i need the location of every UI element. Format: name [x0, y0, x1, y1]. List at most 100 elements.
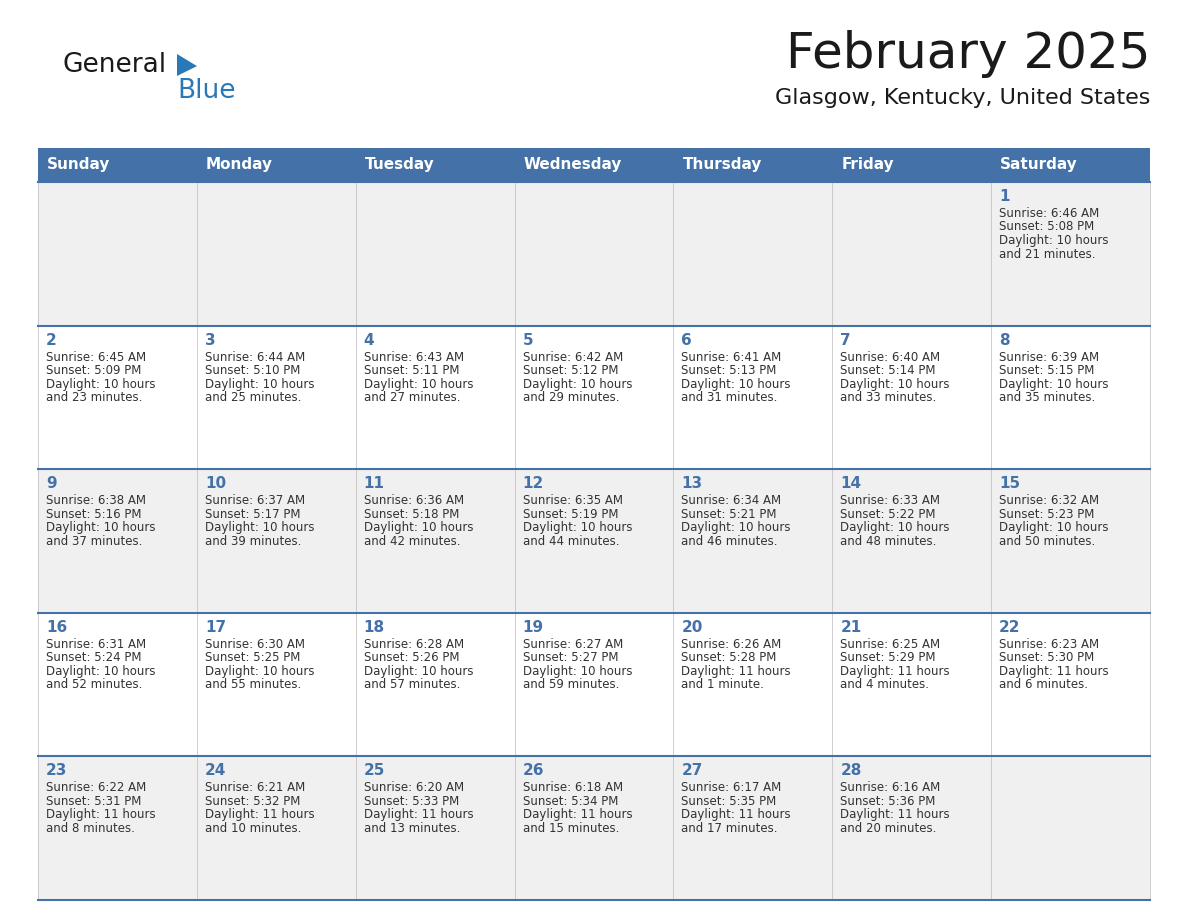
Text: Sunrise: 6:39 AM: Sunrise: 6:39 AM	[999, 351, 1099, 364]
Text: Daylight: 11 hours: Daylight: 11 hours	[840, 809, 950, 822]
Text: 13: 13	[682, 476, 702, 491]
Text: Daylight: 11 hours: Daylight: 11 hours	[523, 809, 632, 822]
Text: Sunrise: 6:21 AM: Sunrise: 6:21 AM	[204, 781, 305, 794]
Text: Sunrise: 6:45 AM: Sunrise: 6:45 AM	[46, 351, 146, 364]
Text: 27: 27	[682, 764, 703, 778]
Text: Daylight: 10 hours: Daylight: 10 hours	[999, 234, 1108, 247]
Text: 2: 2	[46, 332, 57, 348]
Text: Sunrise: 6:44 AM: Sunrise: 6:44 AM	[204, 351, 305, 364]
Text: Sunrise: 6:37 AM: Sunrise: 6:37 AM	[204, 494, 305, 508]
Text: 10: 10	[204, 476, 226, 491]
Text: Sunset: 5:36 PM: Sunset: 5:36 PM	[840, 795, 936, 808]
Text: Sunset: 5:35 PM: Sunset: 5:35 PM	[682, 795, 777, 808]
Text: 15: 15	[999, 476, 1020, 491]
Text: Sunset: 5:27 PM: Sunset: 5:27 PM	[523, 651, 618, 665]
Text: 11: 11	[364, 476, 385, 491]
Text: Daylight: 10 hours: Daylight: 10 hours	[364, 521, 473, 534]
Text: Daylight: 11 hours: Daylight: 11 hours	[999, 665, 1108, 677]
Text: Daylight: 10 hours: Daylight: 10 hours	[523, 665, 632, 677]
Text: and 8 minutes.: and 8 minutes.	[46, 822, 135, 834]
Text: Sunrise: 6:41 AM: Sunrise: 6:41 AM	[682, 351, 782, 364]
Text: and 57 minutes.: and 57 minutes.	[364, 678, 460, 691]
Text: Blue: Blue	[177, 78, 235, 104]
Text: and 37 minutes.: and 37 minutes.	[46, 534, 143, 548]
Text: Sunrise: 6:25 AM: Sunrise: 6:25 AM	[840, 638, 941, 651]
Text: 1: 1	[999, 189, 1010, 204]
Text: 22: 22	[999, 620, 1020, 635]
Text: Daylight: 11 hours: Daylight: 11 hours	[840, 665, 950, 677]
Text: Daylight: 10 hours: Daylight: 10 hours	[364, 665, 473, 677]
Text: Sunset: 5:19 PM: Sunset: 5:19 PM	[523, 508, 618, 521]
Text: and 20 minutes.: and 20 minutes.	[840, 822, 936, 834]
Text: Sunset: 5:34 PM: Sunset: 5:34 PM	[523, 795, 618, 808]
Text: and 48 minutes.: and 48 minutes.	[840, 534, 936, 548]
Bar	[674, 148, 833, 182]
Text: and 39 minutes.: and 39 minutes.	[204, 534, 302, 548]
Text: Daylight: 11 hours: Daylight: 11 hours	[204, 809, 315, 822]
Text: Sunset: 5:16 PM: Sunset: 5:16 PM	[46, 508, 141, 521]
Text: 18: 18	[364, 620, 385, 635]
Text: Sunrise: 6:17 AM: Sunrise: 6:17 AM	[682, 781, 782, 794]
Text: 25: 25	[364, 764, 385, 778]
Text: Sunrise: 6:20 AM: Sunrise: 6:20 AM	[364, 781, 463, 794]
Text: and 27 minutes.: and 27 minutes.	[364, 391, 460, 404]
Text: Sunset: 5:21 PM: Sunset: 5:21 PM	[682, 508, 777, 521]
Text: and 46 minutes.: and 46 minutes.	[682, 534, 778, 548]
Bar	[38, 182, 1150, 326]
Text: Sunrise: 6:33 AM: Sunrise: 6:33 AM	[840, 494, 940, 508]
Text: Sunset: 5:17 PM: Sunset: 5:17 PM	[204, 508, 301, 521]
Text: and 1 minute.: and 1 minute.	[682, 678, 764, 691]
Text: and 44 minutes.: and 44 minutes.	[523, 534, 619, 548]
Text: 16: 16	[46, 620, 68, 635]
Text: Saturday: Saturday	[1000, 158, 1078, 173]
Text: 19: 19	[523, 620, 544, 635]
Text: Sunrise: 6:16 AM: Sunrise: 6:16 AM	[840, 781, 941, 794]
Text: Daylight: 11 hours: Daylight: 11 hours	[682, 665, 791, 677]
Text: 14: 14	[840, 476, 861, 491]
Text: and 50 minutes.: and 50 minutes.	[999, 534, 1095, 548]
Text: Glasgow, Kentucky, United States: Glasgow, Kentucky, United States	[775, 88, 1150, 108]
Text: Friday: Friday	[841, 158, 893, 173]
Text: Sunset: 5:32 PM: Sunset: 5:32 PM	[204, 795, 301, 808]
Text: Daylight: 10 hours: Daylight: 10 hours	[999, 521, 1108, 534]
Text: Sunset: 5:28 PM: Sunset: 5:28 PM	[682, 651, 777, 665]
Text: Sunrise: 6:28 AM: Sunrise: 6:28 AM	[364, 638, 463, 651]
Bar	[355, 148, 514, 182]
Text: Daylight: 10 hours: Daylight: 10 hours	[523, 377, 632, 390]
Text: and 6 minutes.: and 6 minutes.	[999, 678, 1088, 691]
Text: and 29 minutes.: and 29 minutes.	[523, 391, 619, 404]
Text: and 15 minutes.: and 15 minutes.	[523, 822, 619, 834]
Text: Sunrise: 6:23 AM: Sunrise: 6:23 AM	[999, 638, 1099, 651]
Text: Daylight: 11 hours: Daylight: 11 hours	[364, 809, 473, 822]
Text: Sunset: 5:24 PM: Sunset: 5:24 PM	[46, 651, 141, 665]
Text: Sunrise: 6:30 AM: Sunrise: 6:30 AM	[204, 638, 305, 651]
Bar	[38, 756, 1150, 900]
Text: Daylight: 10 hours: Daylight: 10 hours	[999, 377, 1108, 390]
Text: Daylight: 10 hours: Daylight: 10 hours	[46, 665, 156, 677]
Text: and 42 minutes.: and 42 minutes.	[364, 534, 460, 548]
Text: 4: 4	[364, 332, 374, 348]
Text: 24: 24	[204, 764, 226, 778]
Text: 23: 23	[46, 764, 68, 778]
Text: 3: 3	[204, 332, 215, 348]
Text: 17: 17	[204, 620, 226, 635]
Text: Sunset: 5:08 PM: Sunset: 5:08 PM	[999, 220, 1094, 233]
Text: Sunset: 5:23 PM: Sunset: 5:23 PM	[999, 508, 1094, 521]
Text: 7: 7	[840, 332, 851, 348]
Text: Sunset: 5:26 PM: Sunset: 5:26 PM	[364, 651, 460, 665]
Text: and 17 minutes.: and 17 minutes.	[682, 822, 778, 834]
Text: 26: 26	[523, 764, 544, 778]
Text: and 35 minutes.: and 35 minutes.	[999, 391, 1095, 404]
Text: and 23 minutes.: and 23 minutes.	[46, 391, 143, 404]
Text: Sunrise: 6:34 AM: Sunrise: 6:34 AM	[682, 494, 782, 508]
Text: Sunrise: 6:38 AM: Sunrise: 6:38 AM	[46, 494, 146, 508]
Text: Sunset: 5:25 PM: Sunset: 5:25 PM	[204, 651, 301, 665]
Text: Daylight: 10 hours: Daylight: 10 hours	[46, 377, 156, 390]
Text: Sunrise: 6:42 AM: Sunrise: 6:42 AM	[523, 351, 623, 364]
Polygon shape	[177, 54, 197, 76]
Bar	[991, 148, 1150, 182]
Text: Daylight: 10 hours: Daylight: 10 hours	[682, 377, 791, 390]
Text: Daylight: 10 hours: Daylight: 10 hours	[364, 377, 473, 390]
Text: Sunset: 5:18 PM: Sunset: 5:18 PM	[364, 508, 459, 521]
Text: Sunrise: 6:18 AM: Sunrise: 6:18 AM	[523, 781, 623, 794]
